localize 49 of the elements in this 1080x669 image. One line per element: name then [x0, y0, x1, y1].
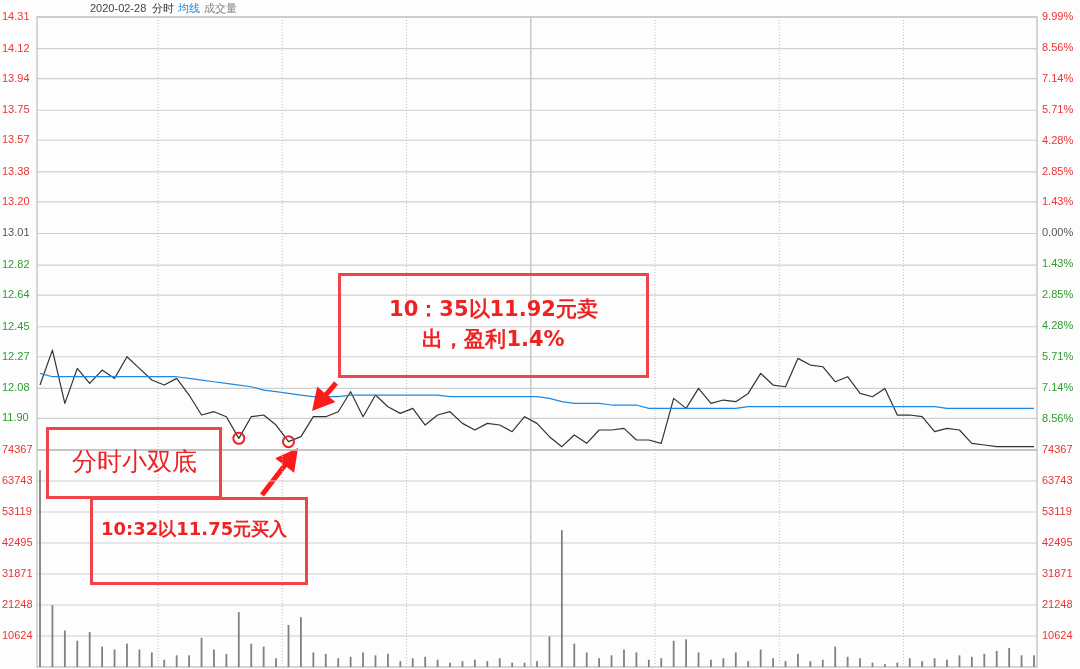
annotation: 10：35以11.92元卖出，盈利1.4%: [338, 273, 649, 378]
annotation: 10:32以11.75元买入: [90, 497, 308, 585]
y-tick-label: 13.57: [2, 133, 30, 146]
y2-tick-label: 53119: [1042, 504, 1072, 517]
y-tick-label: 13.94: [2, 71, 30, 84]
y2-tick-label: 2.85%: [1042, 164, 1074, 177]
y-tick-label: 63743: [2, 473, 33, 486]
y-tick-label: 10624: [2, 628, 33, 641]
y2-tick-label: 1.43%: [1042, 195, 1074, 208]
y-tick-label: 12.08: [2, 381, 30, 394]
y2-tick-label: 8.56%: [1042, 411, 1074, 424]
y-tick-label: 13.75: [2, 103, 30, 116]
y-tick-label: 13.01: [2, 226, 30, 239]
y-tick-label: 11.90: [2, 411, 29, 424]
y-tick-label: 53119: [2, 504, 32, 517]
y2-tick-label: 2.85%: [1042, 288, 1074, 301]
annotation: 分时小双底: [46, 427, 222, 499]
text: 成交量: [204, 1, 238, 14]
y-tick-label: 42495: [2, 535, 33, 548]
text: 均线: [177, 1, 201, 14]
y-tick-label: 21248: [2, 597, 33, 610]
y-tick-label: 31871: [2, 566, 33, 579]
text: 分时: [152, 1, 175, 14]
y2-tick-label: 63743: [1042, 473, 1073, 486]
y2-tick-label: 7.14%: [1042, 71, 1074, 84]
y2-tick-label: 10624: [1042, 628, 1073, 641]
y2-tick-label: 74367: [1042, 442, 1073, 455]
chart-title: 2020-02-28: [90, 1, 147, 14]
y2-tick-label: 21248: [1042, 597, 1073, 610]
y2-tick-label: 7.14%: [1042, 381, 1074, 394]
y-tick-label: 74367: [2, 442, 33, 455]
y2-tick-label: 1.43%: [1042, 257, 1074, 270]
y-tick-label: 12.64: [2, 288, 30, 301]
y-tick-label: 14.31: [2, 9, 30, 22]
y2-tick-label: 5.71%: [1042, 350, 1074, 363]
y2-tick-label: 42495: [1042, 535, 1073, 548]
y-tick-label: 12.82: [2, 258, 30, 271]
y2-tick-label: 0.00%: [1042, 226, 1074, 239]
y2-tick-label: 31871: [1042, 566, 1073, 579]
y2-tick-label: 4.28%: [1042, 133, 1074, 146]
y2-tick-label: 4.28%: [1042, 319, 1074, 332]
y2-tick-label: 9.99%: [1042, 9, 1074, 22]
y2-tick-label: 8.56%: [1042, 40, 1074, 53]
y-tick-label: 14.12: [2, 41, 30, 54]
y-tick-label: 12.45: [2, 319, 30, 332]
y-tick-label: 13.20: [2, 194, 30, 207]
y-tick-label: 13.38: [2, 164, 30, 177]
y2-tick-label: 5.71%: [1042, 102, 1074, 115]
y-tick-label: 12.27: [2, 349, 30, 362]
